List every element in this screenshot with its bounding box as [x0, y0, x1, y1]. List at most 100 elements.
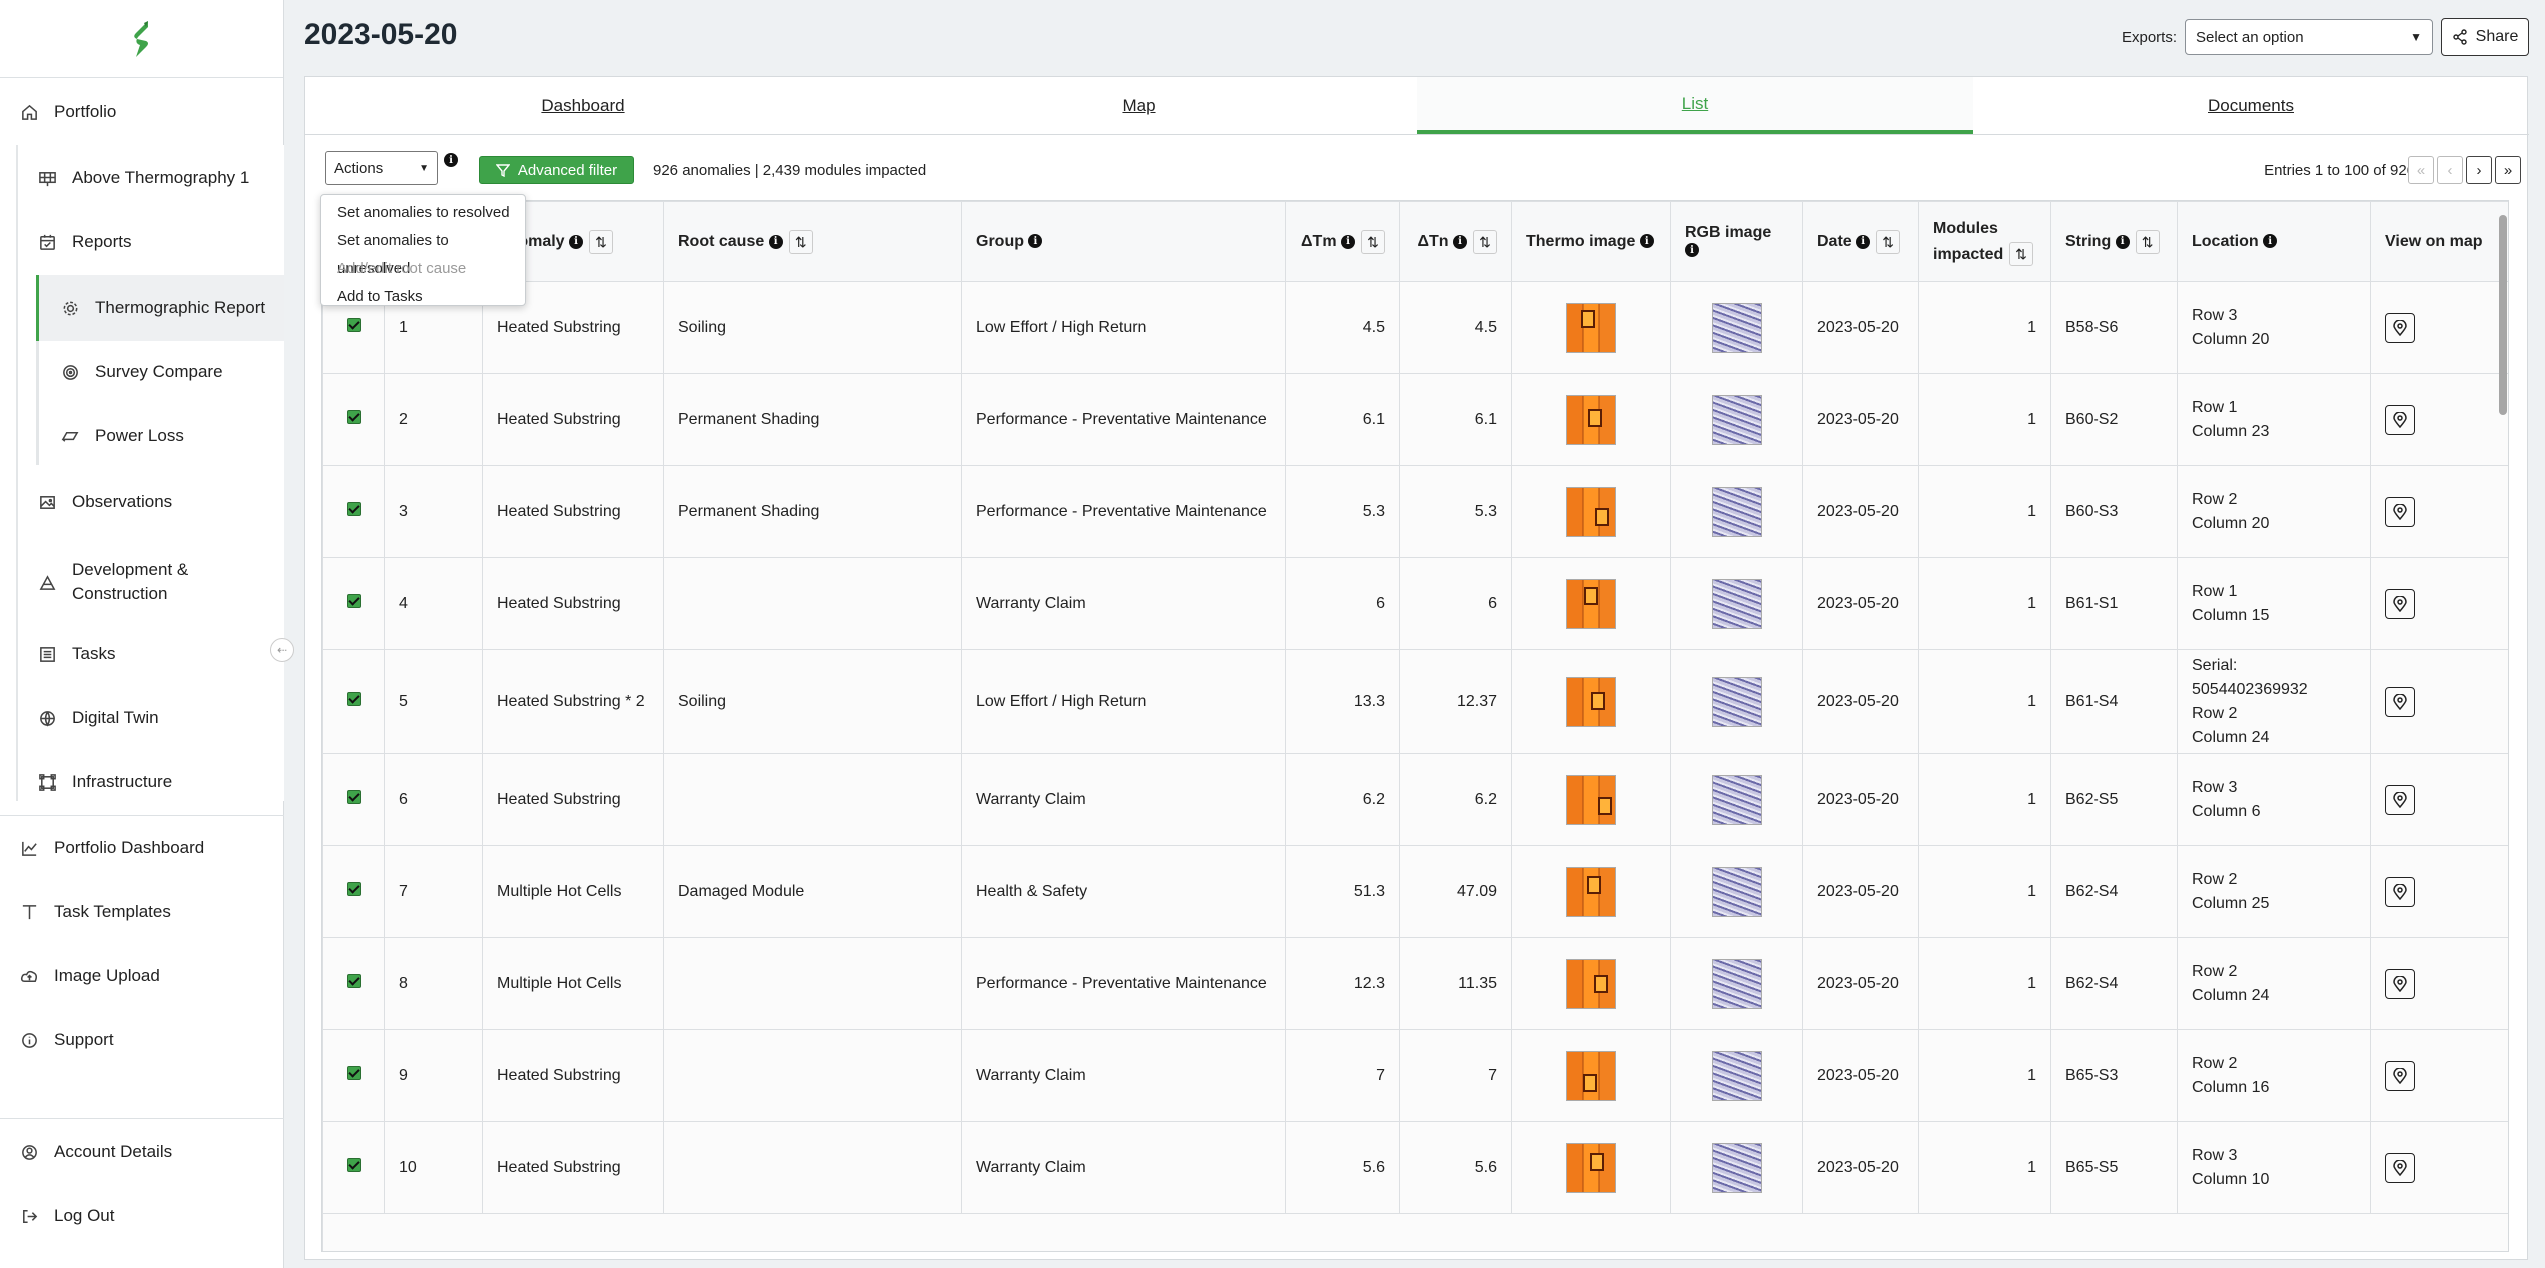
table-row[interactable]: 5 Heated Substring * 2 Soiling Low Effort /…	[322, 649, 2508, 754]
sidebar-item-infrastructure[interactable]: Infrastructure	[0, 766, 284, 798]
row-checkbox[interactable]	[346, 692, 361, 706]
advanced-filter-button[interactable]: Advanced filter	[479, 156, 634, 184]
row-checkbox[interactable]	[346, 502, 361, 516]
sidebar-item-support[interactable]: Support	[0, 1024, 284, 1056]
rgb-thumbnail[interactable]	[1711, 774, 1762, 825]
rgb-thumbnail[interactable]	[1711, 1142, 1762, 1193]
thermo-thumbnail[interactable]	[1566, 676, 1616, 727]
string-header[interactable]: String i ⇅	[2050, 201, 2178, 282]
map-pin-button[interactable]	[2385, 1152, 2415, 1183]
row-checkbox-cell[interactable]	[322, 1121, 385, 1214]
rgb-image-cell[interactable]	[1670, 557, 1803, 650]
dtn-header[interactable]: ΔTn i ⇅	[1399, 201, 1512, 282]
info-icon[interactable]: i	[444, 153, 458, 167]
table-row[interactable]: 9 Heated Substring Warranty Claim 7 7 2023-05…	[322, 1029, 2508, 1122]
row-checkbox-cell[interactable]	[322, 649, 385, 754]
thermo-thumbnail[interactable]	[1566, 774, 1616, 825]
thermo-thumbnail[interactable]	[1566, 578, 1616, 629]
table-row[interactable]: 4 Heated Substring Warranty Claim 6 6 2023-05…	[322, 557, 2508, 650]
thermo-image-cell[interactable]	[1511, 373, 1671, 466]
sidebar-item-site[interactable]: Above Thermography 1	[0, 162, 284, 194]
table-scrollbar[interactable]	[2499, 215, 2507, 415]
tab-dashboard[interactable]: Dashboard	[541, 95, 625, 115]
menu-item-add-to-tasks[interactable]: Add to Tasks	[337, 288, 423, 305]
info-icon[interactable]: i	[2263, 234, 2278, 249]
table-row[interactable]: 1 Heated Substring Soiling Low Effort / Hig…	[322, 281, 2508, 374]
thermo-image-cell[interactable]	[1511, 845, 1671, 938]
rgb-image-cell[interactable]	[1670, 649, 1803, 754]
tab-documents[interactable]: Documents	[2208, 95, 2294, 115]
rgb-thumbnail[interactable]	[1711, 394, 1762, 445]
rgb-thumbnail[interactable]	[1711, 302, 1762, 353]
map-pin-button[interactable]	[2385, 968, 2415, 999]
thermo-image-cell[interactable]	[1511, 557, 1671, 650]
rgb-thumbnail[interactable]	[1711, 676, 1762, 727]
prev-page-button[interactable]: ‹	[2437, 156, 2463, 184]
row-checkbox[interactable]	[346, 1066, 361, 1080]
table-row[interactable]	[322, 1213, 2508, 1251]
sidebar-item-observations[interactable]: Observations	[0, 486, 284, 518]
share-button[interactable]: Share	[2441, 18, 2529, 56]
sidebar-item-thermographic-report[interactable]: Thermographic Report	[36, 275, 284, 341]
table-row[interactable]: 3 Heated Substring Permanent Shading Perfor…	[322, 465, 2508, 558]
root-cause-header[interactable]: Root cause i ⇅	[663, 201, 962, 282]
exports-select[interactable]: Select an option ▼	[2185, 19, 2433, 55]
date-header[interactable]: Date i ⇅	[1802, 201, 1919, 282]
thermo-image-cell[interactable]	[1511, 649, 1671, 754]
map-pin-button[interactable]	[2385, 496, 2415, 527]
row-checkbox-cell[interactable]	[322, 1029, 385, 1122]
sidebar-item-reports[interactable]: Reports	[0, 226, 284, 258]
sort-icon[interactable]: ⇅	[1473, 229, 1497, 254]
rgb-image-cell[interactable]	[1670, 465, 1803, 558]
thermo-thumbnail[interactable]	[1566, 1050, 1616, 1101]
thermo-thumbnail[interactable]	[1566, 486, 1616, 537]
sidebar-item-survey-compare[interactable]: Survey Compare	[39, 356, 284, 388]
thermo-image-cell[interactable]	[1511, 937, 1671, 1030]
sort-icon[interactable]: ⇅	[589, 229, 614, 254]
first-page-button[interactable]: «	[2408, 156, 2434, 184]
sidebar-item-task-templates[interactable]: Task Templates	[0, 896, 284, 928]
info-icon[interactable]: i	[1685, 243, 1699, 258]
menu-item-set-resolved[interactable]: Set anomalies to resolved	[337, 204, 510, 221]
info-icon[interactable]: i	[1856, 234, 1871, 249]
menu-item-set-unresolved[interactable]: Set anomalies to unresolved	[337, 232, 449, 277]
sort-icon[interactable]: ⇅	[788, 229, 813, 254]
rgb-image-cell[interactable]	[1670, 373, 1803, 466]
sidebar-item-portfolio-dashboard[interactable]: Portfolio Dashboard	[0, 832, 284, 864]
rgb-image-cell[interactable]	[1670, 1121, 1803, 1214]
thermo-thumbnail[interactable]	[1566, 1142, 1616, 1193]
actions-select[interactable]: Actions ▼	[325, 151, 438, 185]
sort-icon[interactable]: ⇅	[2135, 229, 2160, 254]
sidebar-item-log-out[interactable]: Log Out	[0, 1200, 284, 1232]
info-icon[interactable]: i	[1341, 234, 1355, 249]
info-icon[interactable]: i	[1453, 234, 1467, 249]
next-page-button[interactable]: ›	[2466, 156, 2492, 184]
thermo-image-cell[interactable]	[1511, 281, 1671, 374]
info-icon[interactable]: i	[768, 234, 783, 249]
rgb-thumbnail[interactable]	[1711, 958, 1762, 1009]
table-row[interactable]: 2 Heated Substring Permanent Shading Perfor…	[322, 373, 2508, 466]
row-checkbox[interactable]	[346, 790, 361, 804]
thermo-thumbnail[interactable]	[1566, 958, 1616, 1009]
rgb-thumbnail[interactable]	[1711, 578, 1762, 629]
row-checkbox-cell[interactable]	[322, 937, 385, 1030]
row-checkbox-cell[interactable]	[322, 465, 385, 558]
sidebar-item-power-loss[interactable]: Power Loss	[39, 420, 284, 452]
rgb-thumbnail[interactable]	[1711, 486, 1762, 537]
table-row[interactable]: 7 Multiple Hot Cells Damaged Module Health …	[322, 845, 2508, 938]
map-pin-button[interactable]	[2385, 1060, 2415, 1091]
modules-impacted-header[interactable]: Modules impacted ⇅	[1918, 201, 2051, 282]
row-checkbox[interactable]	[346, 318, 361, 332]
thermo-image-cell[interactable]	[1511, 753, 1671, 846]
rgb-image-cell[interactable]	[1670, 937, 1803, 1030]
table-row[interactable]: 10 Heated Substring Warranty Claim 5.6 5.6 20…	[322, 1121, 2508, 1214]
dtm-header[interactable]: ΔTm i ⇅	[1285, 201, 1400, 282]
thermo-thumbnail[interactable]	[1566, 394, 1616, 445]
row-checkbox[interactable]	[346, 410, 361, 424]
sort-icon[interactable]: ⇅	[2009, 242, 2033, 267]
map-pin-button[interactable]	[2385, 404, 2415, 435]
thermo-image-cell[interactable]	[1511, 1029, 1671, 1122]
sidebar-item-account-details[interactable]: Account Details	[0, 1136, 284, 1168]
thermo-image-cell[interactable]	[1511, 1121, 1671, 1214]
row-checkbox[interactable]	[346, 594, 361, 608]
